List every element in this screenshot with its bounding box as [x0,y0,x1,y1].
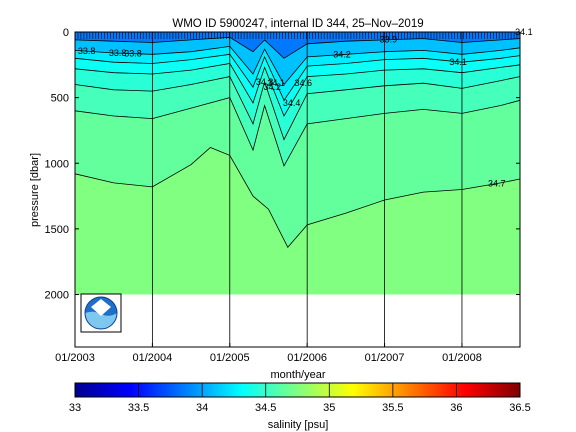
contour-label: 34.1 [449,57,467,67]
contour-line-34.6 [75,97,520,167]
y-axis: 0 500 1000 1500 2000 [45,27,520,302]
x-tick-label: 01/2008 [442,352,482,364]
chart-title: WMO ID 5900247, internal ID 344, 25–Nov–… [172,18,423,30]
profile-marks [75,32,520,39]
contour-label: 34.2 [333,50,351,60]
colorbar-tick-label: 33.5 [128,402,149,414]
x-tick-label: 01/2005 [210,352,250,364]
y-axis-label: pressure [dbar] [29,153,41,227]
salinity-band-surface [75,32,520,59]
colorbar-tick-label: 34 [196,402,208,414]
colorbar-tick-label: 35.5 [382,402,403,414]
contour-line-34.7 [75,147,520,249]
colorbar: 33 33.5 34 34.5 35 35.5 36 36.5 [69,382,531,414]
salinity-band-34.2 [75,32,520,85]
contour-label: 33.8 [78,46,96,56]
colorbar-tick-label: 36 [450,402,462,414]
x-tick-label: 01/2006 [287,352,327,364]
contour-label: 34.3 [256,77,274,87]
contour-label: 34.7 [488,179,506,189]
colorbar-tick-label: 35 [323,402,335,414]
x-axis: 01/2003 01/2004 01/2005 01/2006 01/2007 01/20… [55,343,482,364]
x-axis-label: month/year [270,369,325,381]
y-tick-label: 2000 [45,290,69,302]
plot-frame [74,31,521,348]
colorbar-tick-label: 34.5 [255,402,276,414]
contour-line-34.5 [75,76,520,141]
contour-label: 33.8 [124,49,142,59]
contour-label: 34.2 [264,82,282,92]
contour-label: 34.1 [267,78,285,88]
y-tick-label: 1500 [45,224,69,236]
contour-label: 33.9 [380,35,398,45]
colorbar-tick-label: 36.5 [509,402,530,414]
year-divider-lines [151,32,463,347]
salinity-fill-layer [75,32,520,295]
contour-label: 34.4 [283,98,301,108]
contour-line-34.4 [75,63,520,117]
contour-line-34.3 [75,53,520,102]
contour-line-34.2 [75,45,520,86]
contour-label: 34.6 [295,78,313,88]
colorbar-ticks: 33 33.5 34 34.5 35 35.5 36 36.5 [69,383,531,414]
y-tick-label: 1000 [45,158,69,170]
y-tick-label: 500 [51,93,69,105]
contour-lines [75,36,520,249]
colorbar-gradient [74,382,521,398]
x-tick-label: 01/2003 [55,352,95,364]
plot-area [75,32,520,347]
x-tick-label: 01/2004 [133,352,173,364]
contour-label: 33.8 [109,48,127,58]
y-tick-label: 0 [63,27,69,39]
noaa-logo [80,293,122,333]
x-tick-label: 01/2007 [365,352,405,364]
contour-labels: 33.8 33.833.834.134.134.234.434.634.334.2… [78,27,533,189]
colorbar-tick-label: 33 [69,402,81,414]
colorbar-label: salinity [psu] [268,419,329,431]
contour-label: 34.1 [515,27,533,37]
contour-line-34 [75,36,520,59]
